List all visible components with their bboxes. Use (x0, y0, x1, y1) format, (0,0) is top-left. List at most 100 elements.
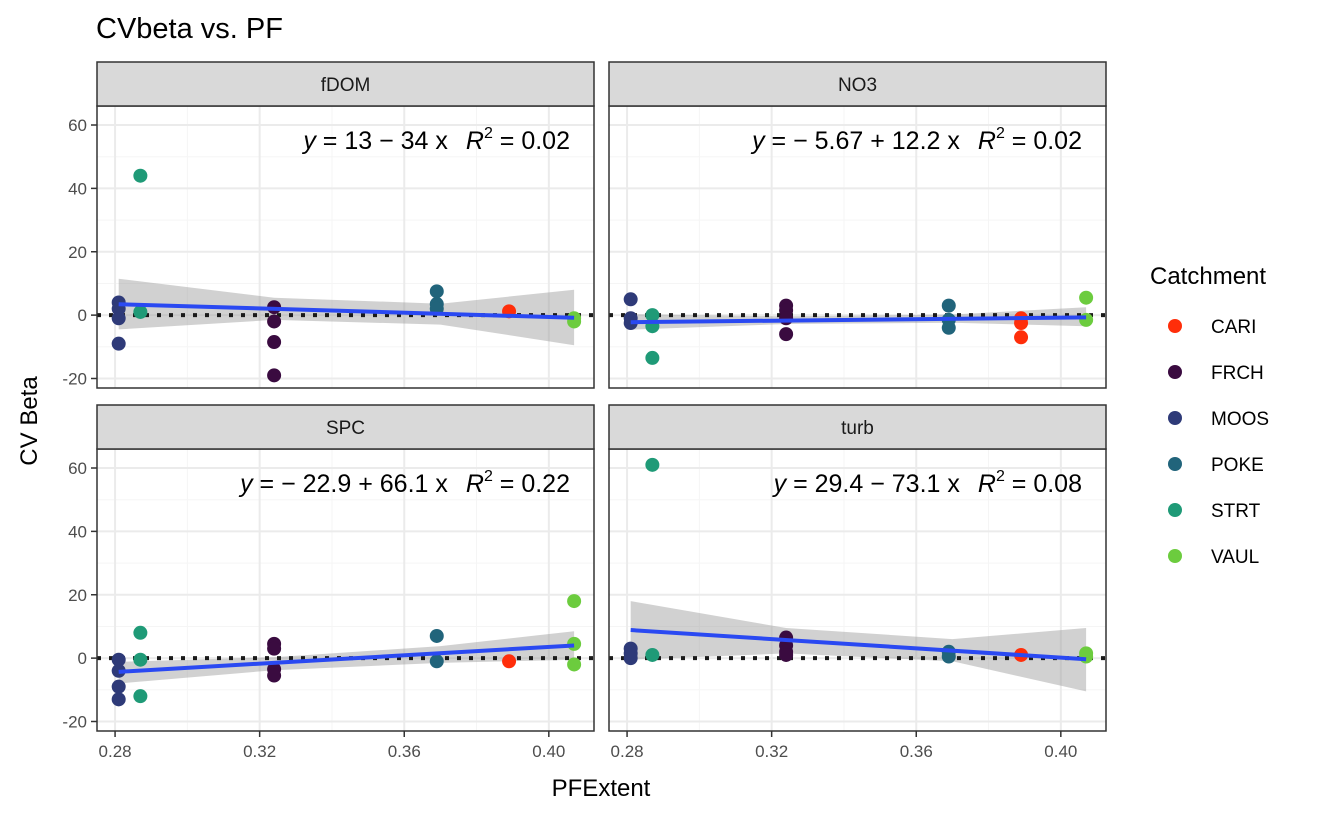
x-tick-label: 0.36 (900, 742, 933, 761)
equation-rhs: = − 22.9 + 66.1 x (253, 470, 449, 498)
data-point-cari (1014, 330, 1029, 345)
y-tick-label: -20 (62, 712, 87, 731)
data-point-poke (429, 628, 444, 643)
y-axis-title: CV Beta (16, 376, 43, 466)
regression-equation: y = 29.4 − 73.1 x R2 = 0.08 (772, 468, 1082, 498)
facet-strip (608, 61, 1107, 107)
panel-background (97, 106, 594, 388)
panel-spc: y = − 22.9 + 66.1 x R2 = 0.22 SPC -20 0 20 40 6… (62, 404, 595, 761)
x-tick-label: 0.36 (388, 742, 421, 761)
legend-key (1168, 549, 1182, 563)
data-point-vaul (567, 657, 582, 672)
y-tick-label: -20 (62, 369, 87, 388)
data-point-strt (133, 168, 148, 183)
x-tick-label: 0.28 (611, 742, 644, 761)
legend-item-cari: CARI (1168, 317, 1256, 338)
legend-label: POKE (1211, 455, 1264, 476)
equation-r2-value: = 0.22 (493, 470, 570, 498)
data-point-poke (941, 298, 956, 313)
legend-item-moos: MOOS (1168, 409, 1269, 430)
data-point-vaul (1079, 290, 1094, 305)
y-tick-label: 60 (68, 116, 87, 135)
facet-strip-label: turb (841, 418, 874, 439)
facet-strip-label: NO3 (838, 75, 877, 96)
legend-label: CARI (1211, 317, 1256, 338)
data-point-strt (645, 308, 660, 323)
y-tick-label: 20 (68, 243, 87, 262)
data-point-poke (941, 320, 956, 335)
y-tick-label: 60 (68, 459, 87, 478)
data-point-moos (623, 292, 638, 307)
data-point-vaul (1079, 312, 1094, 327)
panel-background (609, 449, 1106, 731)
equation-y: y (750, 127, 766, 155)
facet-strip (608, 404, 1107, 450)
data-point-moos (623, 316, 638, 331)
x-tick-label: 0.32 (243, 742, 276, 761)
legend-key (1168, 457, 1182, 471)
legend-item-strt: STRT (1168, 501, 1261, 522)
equation-r: R (466, 470, 484, 498)
data-point-frch (267, 335, 282, 350)
legend-key (1168, 503, 1182, 517)
equation-rhs: = 29.4 − 73.1 x (786, 470, 960, 498)
legend-title: Catchment (1150, 263, 1266, 290)
regression-line (118, 643, 575, 674)
regression-equation: y = − 5.67 + 12.2 x R2 = 0.02 (750, 125, 1082, 155)
legend-key (1168, 319, 1182, 333)
legend-label: MOOS (1211, 409, 1269, 430)
data-point-strt (645, 647, 660, 662)
facet-strip-label: fDOM (321, 75, 371, 96)
data-point-moos (111, 692, 126, 707)
legend-key (1168, 365, 1182, 379)
chart-title: CVbeta vs. PF (96, 13, 283, 45)
data-point-strt (133, 689, 148, 704)
equation-y: y (301, 127, 317, 155)
equation-r-exponent: 2 (996, 125, 1005, 142)
y-tick-label: 0 (78, 649, 87, 668)
data-point-strt (133, 304, 148, 319)
data-point-poke (941, 649, 956, 664)
data-point-frch (267, 668, 282, 683)
equation-r-exponent: 2 (484, 125, 493, 142)
facet-strip (96, 404, 595, 450)
legend-label: STRT (1211, 501, 1261, 522)
y-tick-label: 40 (68, 522, 87, 541)
regression-equation: y = 13 − 34 x R2 = 0.02 (301, 125, 570, 155)
data-point-frch (267, 314, 282, 329)
data-point-strt (133, 652, 148, 667)
data-point-moos (111, 311, 126, 326)
equation-r: R (978, 127, 996, 155)
data-point-moos (111, 336, 126, 351)
x-tick-label: 0.32 (755, 742, 788, 761)
equation-r2-value: = 0.02 (1005, 127, 1082, 155)
equation-r-exponent: 2 (996, 468, 1005, 485)
equation-r: R (466, 127, 484, 155)
data-point-frch (779, 647, 794, 662)
y-tick-label: 40 (68, 179, 87, 198)
data-point-poke (429, 654, 444, 669)
data-point-moos (111, 652, 126, 667)
legend: Catchment CARI FRCH MOOS POKE STRT VAUL (1150, 263, 1269, 568)
regression-line (118, 302, 575, 320)
equation-r-exponent: 2 (484, 468, 493, 485)
data-point-vaul (567, 594, 582, 609)
legend-label: VAUL (1211, 547, 1259, 568)
data-point-vaul (1079, 649, 1094, 664)
legend-item-poke: POKE (1168, 455, 1264, 476)
data-point-strt (645, 350, 660, 365)
x-tick-label: 0.28 (99, 742, 132, 761)
data-point-frch (779, 311, 794, 326)
data-point-frch (779, 327, 794, 342)
panel-no3: y = − 5.67 + 12.2 x R2 = 0.02 NO3 (608, 61, 1107, 389)
regression-line (630, 628, 1087, 662)
data-point-frch (267, 641, 282, 656)
legend-key (1168, 411, 1182, 425)
x-tick-label: 0.40 (1044, 742, 1077, 761)
panel-turb: y = 29.4 − 73.1 x R2 = 0.08 turb 0.28 0.32 0.… (608, 404, 1107, 761)
equation-r2-value: = 0.08 (1005, 470, 1082, 498)
data-point-frch (267, 368, 282, 383)
equation-y: y (238, 470, 254, 498)
data-point-moos (111, 679, 126, 694)
